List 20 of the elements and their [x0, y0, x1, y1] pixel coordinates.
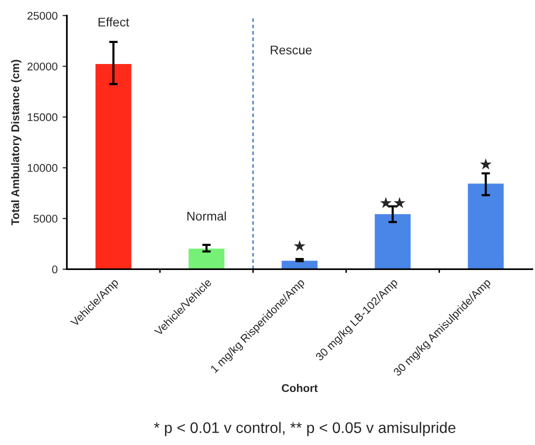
annotation: Rescue	[270, 46, 312, 54]
y-tick-label: 25000	[28, 12, 58, 20]
bar	[373, 212, 412, 270]
bar	[187, 247, 226, 270]
annotation: Normal	[187, 211, 226, 221]
y-tick-label: 20000	[28, 62, 58, 70]
y-tick-label: 0	[52, 265, 58, 274]
bar	[94, 62, 133, 270]
annotation: ★★	[380, 196, 406, 208]
y-tick-label: 15000	[28, 113, 58, 122]
x-axis-title: Cohort	[282, 384, 318, 392]
bar	[466, 182, 506, 270]
annotation: Effect	[98, 17, 130, 27]
y-tick-label: 5000	[34, 214, 58, 223]
bar	[280, 259, 319, 270]
annotation: ★	[480, 158, 492, 170]
y-tick-label: 10000	[28, 164, 58, 172]
annotation: ★	[294, 240, 306, 252]
y-axis-title: Total Ambulatory Distance (cm)	[11, 60, 22, 226]
text: * p < 0.01 v control, ** p < 0.05 v amisulpride	[154, 422, 456, 436]
